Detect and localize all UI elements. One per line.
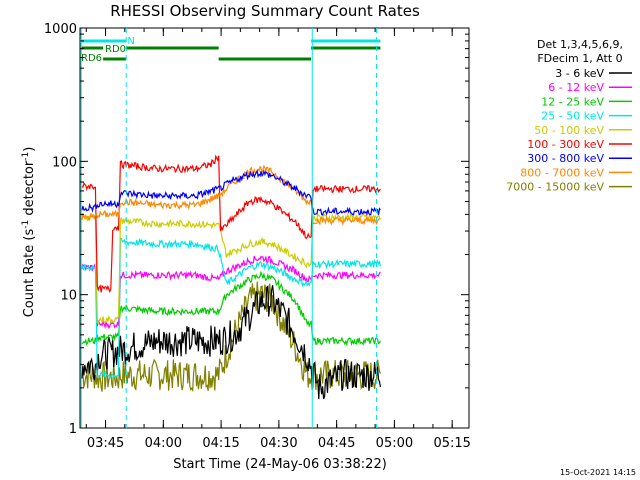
legend-entry-label: 6 - 12 keV (548, 81, 604, 94)
series-line (81, 164, 381, 227)
y-label-part: Count Rate (s (22, 229, 37, 318)
x-axis-label: Start Time (24-May-06 03:38:22) (173, 457, 387, 472)
legend-entry-label: 50 - 100 keV (534, 124, 604, 137)
x-tick-label: 05:15 (433, 436, 470, 451)
plot-frame (79, 27, 470, 429)
y-label-sup: -1 (21, 220, 31, 229)
series-line (81, 237, 381, 379)
x-tick-label: 04:15 (202, 436, 239, 451)
x-tick-label: 04:45 (318, 436, 355, 451)
legend-entry-label: 800 - 7000 keV (520, 166, 604, 179)
x-tick-label: 03:45 (87, 436, 124, 451)
flag-rd0-label: RD0 (105, 44, 126, 55)
series-layer (81, 154, 381, 400)
legend-entry-label: 25 - 50 keV (541, 110, 604, 123)
chart-title: RHESSI Observing Summary Count Rates (110, 2, 420, 20)
flag-rd6-label: RD6 (81, 53, 102, 64)
legend-entry-label: 3 - 6 keV (555, 67, 604, 80)
flag-n-label: N (127, 36, 134, 47)
axis-layer: 1 10 100 1000 03:45 04:00 04:15 04:30 04:45 05:00… (44, 22, 471, 451)
y-label-part: detector (22, 160, 37, 220)
x-tick-label: 04:00 (145, 436, 182, 451)
footer-date: 15-Oct-2021 14:15 (560, 468, 636, 477)
y-tick-label: 10 (60, 289, 77, 304)
y-label-sup: -1 (21, 152, 31, 161)
series-line (81, 169, 381, 217)
legend-entry-label: 100 - 300 keV (527, 138, 604, 151)
x-tick-label: 05:00 (376, 436, 413, 451)
y-tick-label: 1 (69, 422, 77, 437)
legend-header-line: FDecim 1, Att 0 (537, 52, 622, 65)
x-tick-label: 04:30 (260, 436, 297, 451)
y-label-part: ) (22, 147, 37, 152)
y-tick-label: 100 (52, 155, 77, 170)
legend-entry-label: 7000 - 15000 keV (506, 181, 604, 194)
series-line (81, 212, 381, 325)
series-line (81, 255, 381, 330)
legend-entry-label: 300 - 800 keV (527, 152, 604, 165)
y-tick-label: 1000 (44, 22, 77, 37)
y-axis-label: Count Rate (s-1 detector-1) (21, 147, 37, 318)
legend-header-line: Det 1,3,4,5,6,9, (537, 38, 623, 51)
series-line (81, 285, 381, 400)
legend-entry-label: 12 - 25 keV (541, 95, 604, 108)
series-line (81, 154, 381, 293)
series-line (81, 270, 381, 347)
